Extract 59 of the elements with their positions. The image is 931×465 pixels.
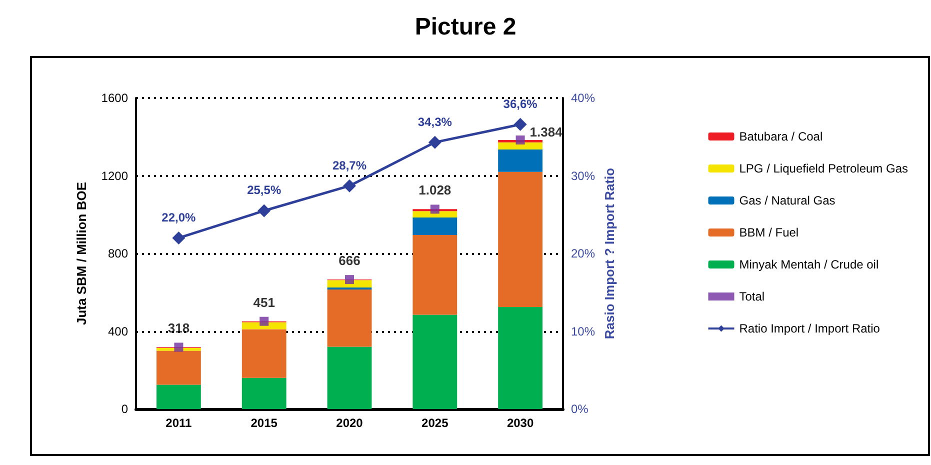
bar <box>242 378 286 409</box>
x-tick-label: 2011 <box>166 416 192 430</box>
point <box>345 275 354 284</box>
y2-tick-label: 0% <box>571 402 589 416</box>
data-label: 28,7% <box>332 158 367 172</box>
legend-label: Ratio Import / Import Ratio <box>739 322 880 336</box>
bar <box>156 350 201 385</box>
point <box>172 231 186 244</box>
legend-label: Total <box>739 290 765 304</box>
y-tick-label: 400 <box>108 324 128 338</box>
legend-label: LPG / Liquefield Petroleum Gas <box>739 162 908 176</box>
bar <box>242 322 286 330</box>
x-tick-label: 2015 <box>250 416 278 430</box>
bar <box>498 142 543 150</box>
y2-tick-label: 30% <box>571 168 596 183</box>
y2-axis-title: Rasio Import ? Import Ratio <box>602 168 617 340</box>
bar <box>327 346 372 409</box>
data-label: 1.028 <box>418 182 452 198</box>
bar <box>242 329 286 378</box>
bar <box>327 289 372 347</box>
data-label: 25,5% <box>247 183 282 198</box>
legend-label: Minyak Mentah / Crude oil <box>739 258 879 272</box>
y-tick-label: 800 <box>108 246 128 260</box>
bar <box>412 218 458 236</box>
point <box>258 204 271 218</box>
bar <box>412 314 458 409</box>
point <box>343 179 356 192</box>
x-tick-label: 2025 <box>422 416 449 430</box>
bar <box>498 172 543 307</box>
legend-label: BBM / Fuel <box>739 226 799 240</box>
bar <box>412 235 458 315</box>
y-axis-title: Juta SBM / Million BOE <box>74 182 89 326</box>
point <box>516 135 525 144</box>
data-label: 36,6% <box>503 96 538 111</box>
chart-title: Picture 2 <box>414 14 516 40</box>
bar <box>498 150 543 172</box>
y-tick-label: 1200 <box>101 168 128 183</box>
y2-tick-label: 20% <box>571 246 596 260</box>
x-tick-label: 2020 <box>336 416 364 430</box>
legend-label: Batubara / Coal <box>739 130 823 144</box>
y-tick-label: 0 <box>121 402 128 416</box>
bar <box>156 384 201 409</box>
bar <box>412 211 458 218</box>
bar <box>498 306 543 409</box>
point <box>514 118 527 131</box>
data-label: 666 <box>338 253 360 268</box>
legend-label: Gas / Natural Gas <box>739 194 836 208</box>
point <box>430 204 440 214</box>
y2-tick-label: 40% <box>571 91 596 105</box>
y2-tick-label: 10% <box>571 324 596 338</box>
point <box>174 342 184 352</box>
y-tick-label: 1600 <box>101 91 128 105</box>
data-label: 22,0% <box>162 210 196 224</box>
data-label: 451 <box>253 294 275 310</box>
x-tick-label: 2030 <box>506 416 534 430</box>
data-label: 34,3% <box>418 114 452 129</box>
point <box>260 316 269 326</box>
data-label: 1.384 <box>530 124 564 140</box>
point <box>428 136 442 149</box>
